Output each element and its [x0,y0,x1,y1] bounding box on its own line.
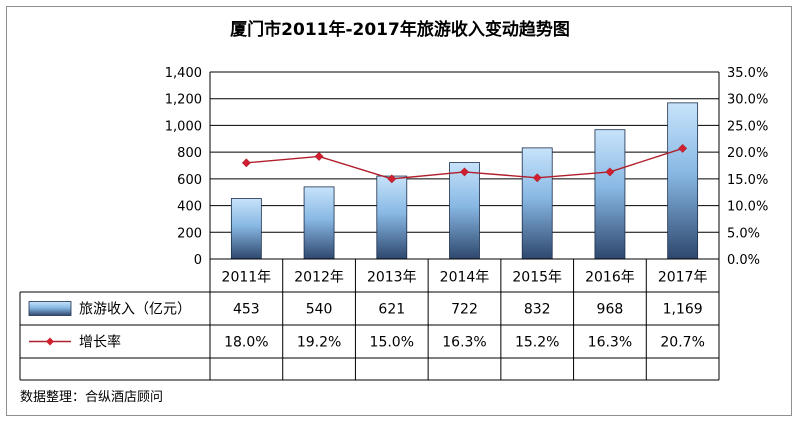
data-label-revenue: 540 [306,302,333,318]
y-right-tick-label: 25.0% [727,119,768,134]
y-left-tick-label: 400 [177,200,202,215]
y-right-tick-label: 35.0% [727,66,768,81]
growth-marker [460,167,469,177]
x-tick-label: 2012年 [294,270,344,286]
data-label-growth: 15.2% [515,335,559,351]
growth-marker [241,158,251,168]
y-right-tick-label: 10.0% [727,200,768,215]
data-label-revenue: 968 [597,302,624,318]
y-left-tick-label: 1,400 [165,66,202,81]
y-right-tick-label: 0.0% [727,253,760,268]
y-left-tick-label: 600 [177,173,202,188]
y-right-tick-label: 20.0% [727,146,768,161]
chart-title: 厦门市2011年-2017年旅游收入变动趋势图 [230,19,570,40]
legend-label-line: 增长率 [79,334,121,351]
y-left-tick-label: 1,200 [165,93,202,108]
y-right-tick-label: 15.0% [727,173,768,188]
data-label-revenue: 1,169 [663,302,703,318]
legend-swatch-marker [46,337,54,346]
legend-label-bar: 旅游收入（亿元） [79,302,191,318]
data-label-growth: 20.7% [660,335,704,351]
bar [303,186,335,260]
bar [667,102,699,260]
x-tick-label: 2017年 [658,270,708,286]
data-label-growth: 16.3% [588,335,632,351]
x-tick-label: 2015年 [512,270,562,286]
bar [376,175,408,260]
data-label-growth: 15.0% [370,335,414,351]
revenue-chart: 厦门市2011年-2017年旅游收入变动趋势图 0 200 400 600 800 1,0… [19,19,768,405]
source-note: 数据整理：合纵酒店顾问 [20,390,163,405]
data-label-revenue: 832 [524,302,551,318]
data-label-revenue: 453 [233,302,260,318]
data-label-growth: 16.3% [442,335,486,351]
y-right-tick-label: 30.0% [727,93,768,108]
x-tick-label: 2014年 [440,270,490,286]
bar [521,147,553,260]
y-left-tick-label: 200 [177,226,202,241]
data-label-growth: 19.2% [297,335,341,351]
x-tick-label: 2011年 [222,270,272,286]
y-left-tick-label: 800 [177,146,202,161]
data-label-revenue: 722 [451,302,478,318]
data-label-revenue: 621 [378,302,405,318]
y-left-tick-label: 0 [194,253,202,268]
data-label-growth: 18.0% [224,335,268,351]
y-right-tick-label: 5.0% [727,226,760,241]
growth-marker [387,174,397,184]
x-tick-label: 2013年 [367,270,417,286]
x-tick-label: 2016年 [585,270,635,286]
growth-marker [532,173,542,183]
bar [230,198,262,260]
y-left-tick-label: 1,000 [165,119,202,134]
bar [594,129,626,260]
legend-swatch-bar [28,301,72,316]
growth-marker [678,143,688,153]
bar [449,162,480,260]
growth-marker [605,167,615,177]
chart-frame: 厦门市2011年-2017年旅游收入变动趋势图 0 200 400 600 800 1,0… [6,6,792,416]
growth-marker [314,151,324,161]
